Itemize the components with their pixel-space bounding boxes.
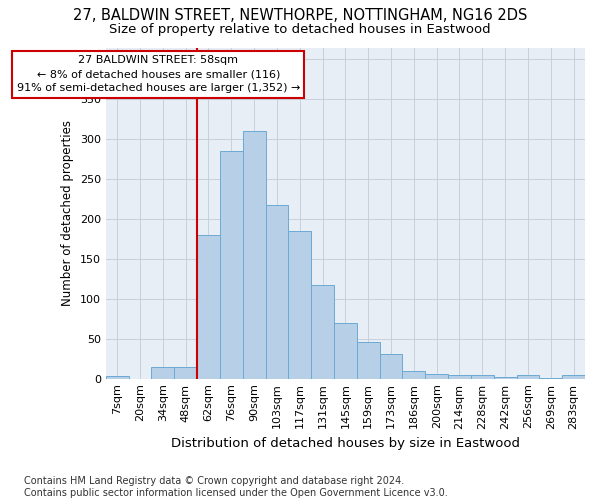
X-axis label: Distribution of detached houses by size in Eastwood: Distribution of detached houses by size …	[171, 437, 520, 450]
Bar	[197, 235, 220, 378]
Bar	[380, 354, 403, 378]
Text: Contains HM Land Registry data © Crown copyright and database right 2024.
Contai: Contains HM Land Registry data © Crown c…	[24, 476, 448, 498]
Bar	[106, 376, 128, 378]
Bar	[562, 376, 585, 378]
Bar	[174, 366, 197, 378]
Bar	[494, 377, 517, 378]
Bar	[425, 374, 448, 378]
Bar	[403, 372, 425, 378]
Text: 27 BALDWIN STREET: 58sqm
← 8% of detached houses are smaller (116)
91% of semi-d: 27 BALDWIN STREET: 58sqm ← 8% of detache…	[17, 56, 300, 94]
Text: Size of property relative to detached houses in Eastwood: Size of property relative to detached ho…	[109, 22, 491, 36]
Bar	[471, 374, 494, 378]
Bar	[242, 132, 266, 378]
Bar	[289, 231, 311, 378]
Text: 27, BALDWIN STREET, NEWTHORPE, NOTTINGHAM, NG16 2DS: 27, BALDWIN STREET, NEWTHORPE, NOTTINGHA…	[73, 8, 527, 22]
Bar	[151, 366, 174, 378]
Bar	[357, 342, 380, 378]
Bar	[448, 374, 471, 378]
Bar	[220, 151, 242, 378]
Bar	[517, 376, 539, 378]
Bar	[334, 323, 357, 378]
Bar	[311, 284, 334, 378]
Bar	[266, 204, 289, 378]
Y-axis label: Number of detached properties: Number of detached properties	[61, 120, 74, 306]
